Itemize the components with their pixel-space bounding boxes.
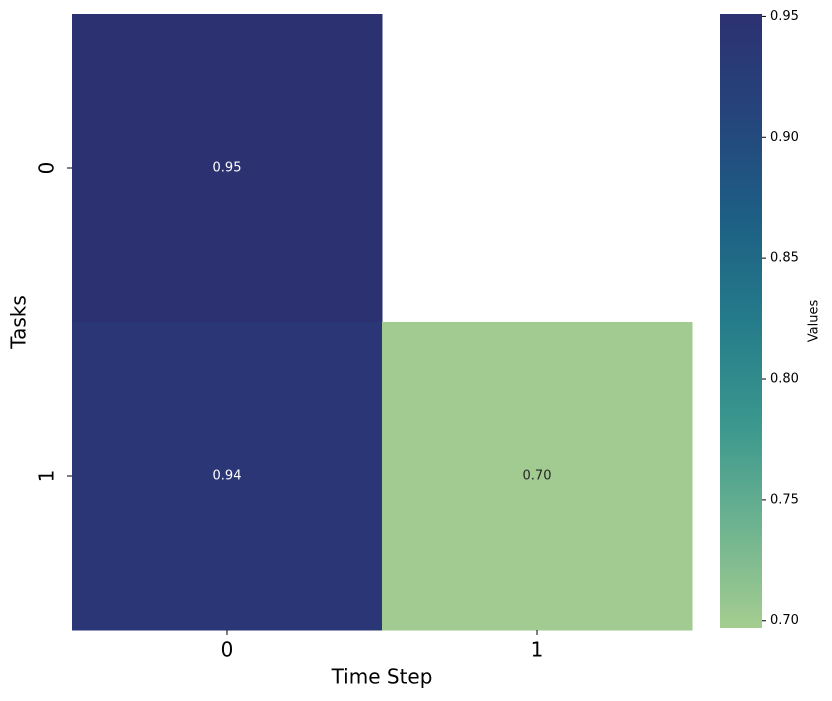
x-tick-label: 0 [221, 638, 234, 662]
colorbar [720, 14, 762, 628]
heatmap-cell [72, 14, 383, 323]
colorbar-label: Values [807, 300, 822, 343]
colorbar-tick-label: 0.70 [770, 613, 799, 628]
x-tick-label: 1 [531, 638, 544, 662]
x-axis-label: Time Step [331, 665, 433, 689]
y-tick-label: 1 [35, 470, 59, 483]
cell-label: 0.94 [213, 469, 242, 484]
y-axis-label: Tasks [7, 295, 31, 350]
colorbar-tick-label: 0.80 [770, 372, 799, 387]
colorbar-tick-label: 0.95 [770, 9, 799, 24]
colorbar-tick-label: 0.85 [770, 251, 799, 266]
cell-label: 0.70 [523, 469, 552, 484]
y-tick-label: 0 [35, 162, 59, 175]
heatmap-cell [72, 322, 383, 631]
colorbar-tick-label: 0.75 [770, 492, 799, 507]
cell-label: 0.95 [213, 161, 242, 176]
heatmap-cell [382, 322, 693, 631]
colorbar-tick-label: 0.90 [770, 130, 799, 145]
